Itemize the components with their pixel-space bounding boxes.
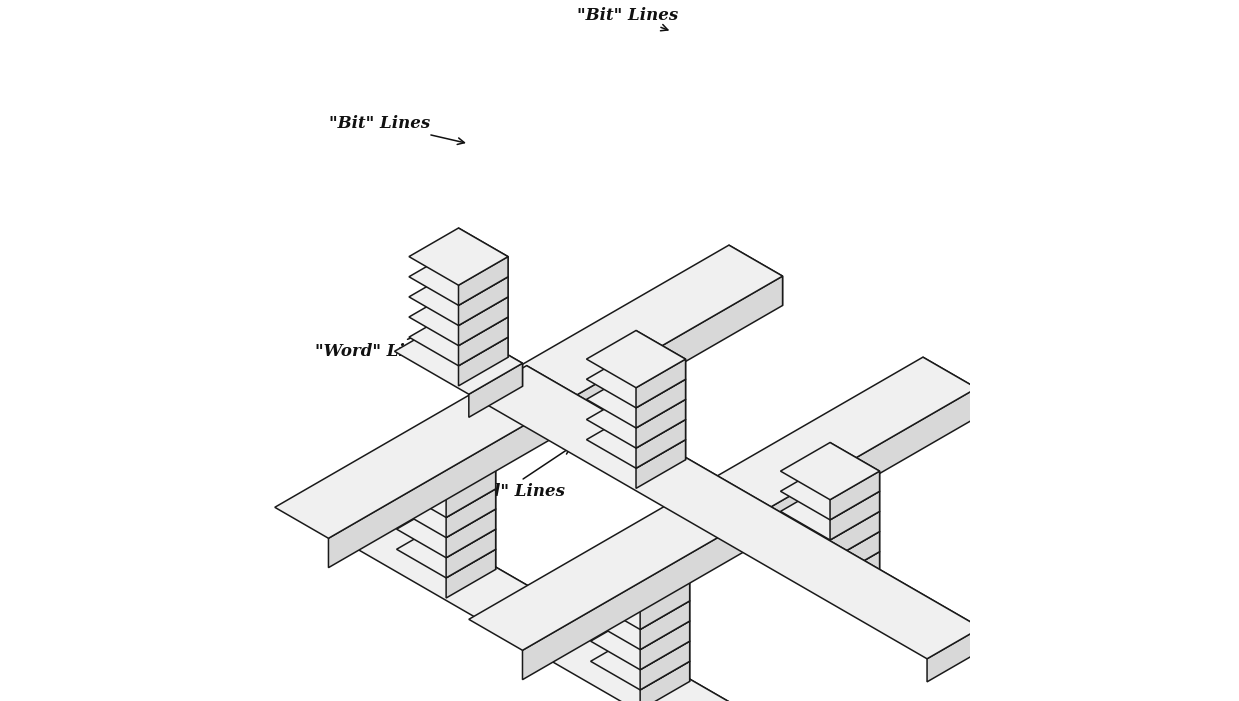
Polygon shape	[446, 461, 496, 509]
Polygon shape	[446, 489, 496, 538]
Polygon shape	[458, 317, 508, 366]
Polygon shape	[446, 509, 496, 558]
Polygon shape	[636, 371, 685, 419]
Polygon shape	[396, 521, 496, 578]
Polygon shape	[337, 475, 790, 701]
Polygon shape	[636, 440, 685, 489]
Polygon shape	[636, 350, 685, 400]
Polygon shape	[446, 480, 496, 529]
Polygon shape	[458, 248, 508, 297]
Polygon shape	[396, 501, 496, 558]
Polygon shape	[641, 641, 690, 690]
Text: "Word" Lines: "Word" Lines	[315, 325, 444, 360]
Polygon shape	[641, 621, 690, 669]
Polygon shape	[458, 257, 508, 306]
Polygon shape	[641, 580, 690, 629]
Polygon shape	[458, 228, 508, 277]
Polygon shape	[641, 633, 690, 681]
Polygon shape	[830, 552, 880, 600]
Polygon shape	[641, 601, 690, 650]
Polygon shape	[591, 552, 690, 609]
Polygon shape	[458, 297, 508, 346]
Polygon shape	[396, 480, 496, 538]
Polygon shape	[641, 552, 690, 601]
Polygon shape	[781, 463, 880, 520]
Polygon shape	[458, 268, 508, 317]
Polygon shape	[781, 483, 880, 540]
Polygon shape	[636, 330, 685, 379]
Polygon shape	[781, 442, 880, 500]
Polygon shape	[781, 523, 880, 580]
Polygon shape	[473, 366, 981, 659]
Polygon shape	[396, 461, 496, 517]
Polygon shape	[282, 475, 790, 701]
Polygon shape	[468, 357, 976, 651]
Polygon shape	[449, 320, 523, 386]
Polygon shape	[586, 350, 685, 408]
Polygon shape	[527, 366, 981, 651]
Polygon shape	[636, 411, 685, 460]
Polygon shape	[446, 529, 496, 578]
Polygon shape	[409, 228, 508, 285]
Polygon shape	[458, 308, 508, 358]
Polygon shape	[446, 469, 496, 517]
Polygon shape	[394, 320, 523, 394]
Polygon shape	[409, 308, 508, 366]
Polygon shape	[458, 288, 508, 337]
Polygon shape	[636, 419, 685, 468]
Polygon shape	[275, 245, 783, 538]
Polygon shape	[458, 337, 508, 386]
Polygon shape	[729, 245, 783, 306]
Polygon shape	[830, 483, 880, 531]
Polygon shape	[409, 288, 508, 346]
Polygon shape	[636, 379, 685, 428]
Polygon shape	[468, 363, 523, 417]
Polygon shape	[586, 411, 685, 468]
Polygon shape	[591, 592, 690, 650]
Text: "Word" Lines: "Word" Lines	[442, 448, 570, 501]
Polygon shape	[830, 523, 880, 572]
Polygon shape	[409, 248, 508, 306]
Polygon shape	[636, 391, 685, 440]
Polygon shape	[830, 512, 880, 560]
Polygon shape	[446, 521, 496, 569]
Polygon shape	[830, 491, 880, 540]
Polygon shape	[586, 391, 685, 448]
Polygon shape	[641, 661, 690, 701]
Polygon shape	[636, 359, 685, 408]
Polygon shape	[591, 633, 690, 690]
Polygon shape	[781, 503, 880, 560]
Polygon shape	[523, 388, 976, 680]
Polygon shape	[328, 276, 783, 568]
Polygon shape	[641, 613, 690, 661]
Polygon shape	[591, 572, 690, 629]
Polygon shape	[409, 268, 508, 325]
Polygon shape	[586, 330, 685, 388]
Polygon shape	[446, 440, 496, 489]
Polygon shape	[641, 572, 690, 621]
Polygon shape	[446, 501, 496, 550]
Polygon shape	[446, 550, 496, 598]
Polygon shape	[830, 442, 880, 491]
Text: "Bit" Lines: "Bit" Lines	[328, 114, 465, 144]
Polygon shape	[927, 628, 981, 682]
Polygon shape	[396, 440, 496, 497]
Polygon shape	[830, 471, 880, 520]
Polygon shape	[830, 531, 880, 580]
Polygon shape	[458, 277, 508, 325]
Polygon shape	[830, 503, 880, 552]
Polygon shape	[586, 371, 685, 428]
Text: "Bit" Lines: "Bit" Lines	[577, 6, 679, 31]
Polygon shape	[641, 592, 690, 641]
Polygon shape	[636, 400, 685, 448]
Polygon shape	[830, 463, 880, 512]
Polygon shape	[591, 613, 690, 669]
Polygon shape	[923, 357, 976, 418]
